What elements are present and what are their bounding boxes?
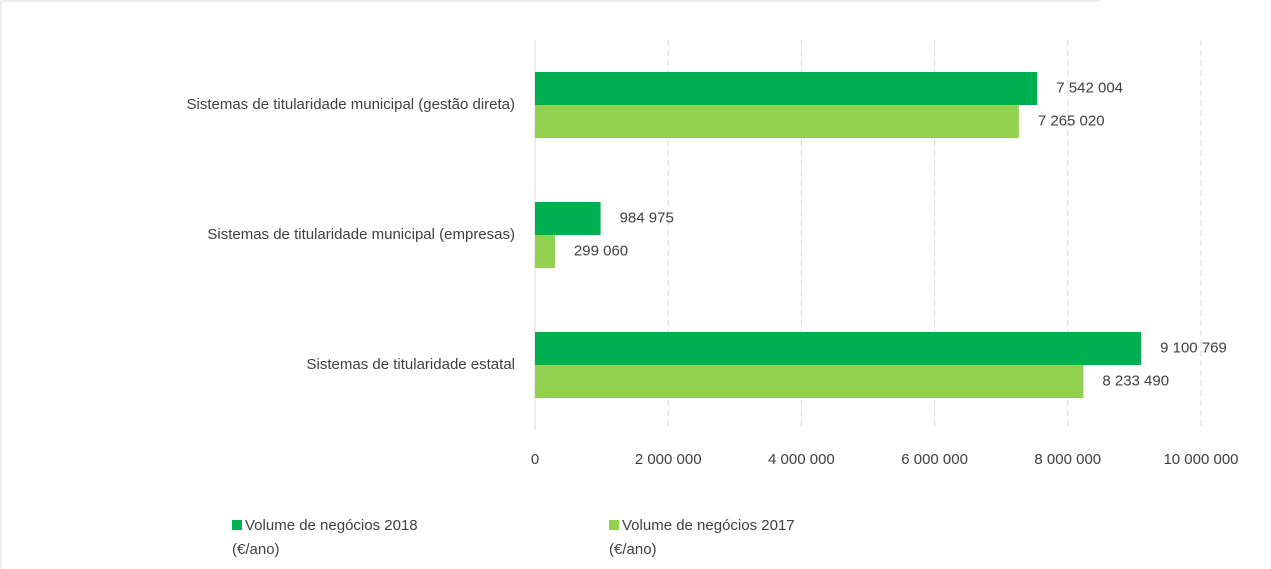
legend-item: Volume de negócios 2017 (€/ano) [609, 514, 799, 562]
bar [535, 202, 601, 235]
y-tick-label: Sistemas de titularidade estatal [307, 356, 515, 373]
data-label: 9 100 769 [1160, 339, 1227, 356]
bar [535, 332, 1142, 365]
data-label: 8 233 490 [1102, 372, 1169, 389]
x-tick-label: 4 000 000 [768, 451, 835, 468]
data-label: 7 265 020 [1038, 112, 1105, 129]
bar [535, 72, 1038, 105]
x-tick-label: 2 000 000 [635, 451, 702, 468]
x-tick-label: 0 [531, 451, 539, 468]
x-tick-label: 6 000 000 [901, 451, 968, 468]
legend-marker [232, 520, 242, 530]
bar [535, 105, 1019, 138]
y-tick-label: Sistemas de titularidade municipal (gest… [187, 96, 516, 113]
legend-label: Volume de negócios 2017 (€/ano) [609, 517, 795, 558]
data-label: 984 975 [620, 209, 674, 226]
x-tick-label: 8 000 000 [1034, 451, 1101, 468]
data-label: 299 060 [574, 242, 628, 259]
bar [535, 365, 1084, 398]
legend-item: Volume de negócios 2018 (€/ano) [232, 514, 422, 562]
frame [0, 0, 1100, 569]
data-label: 7 542 004 [1056, 79, 1123, 96]
legend-marker [609, 520, 619, 530]
legend-label: Volume de negócios 2018 (€/ano) [232, 517, 418, 558]
bar [535, 235, 555, 268]
x-tick-label: 10 000 000 [1163, 451, 1238, 468]
y-tick-label: Sistemas de titularidade municipal (empr… [207, 226, 515, 243]
